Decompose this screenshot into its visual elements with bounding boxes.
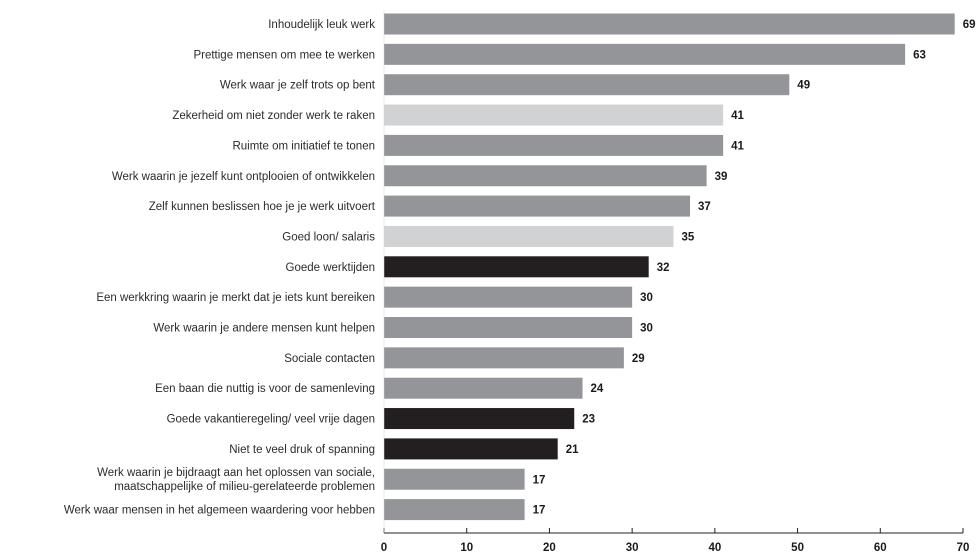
value-label: 17 — [533, 474, 546, 486]
bar — [384, 286, 633, 308]
value-label: 29 — [632, 353, 645, 365]
bar — [384, 408, 575, 430]
category-label-line: Werk waarin je bijdraagt aan het oplosse… — [97, 467, 375, 479]
category-label-line: maatschappelijke of milieu-gerelateerde … — [114, 481, 375, 493]
value-label: 41 — [731, 140, 744, 152]
bar — [384, 43, 906, 65]
category-label: Niet te veel druk of spanning — [229, 444, 375, 456]
bar — [384, 347, 624, 369]
value-label: 30 — [640, 292, 653, 304]
value-label: 49 — [797, 80, 810, 92]
category-label: Werk waar mensen in het algemeen waarder… — [64, 505, 375, 517]
value-label: 21 — [566, 444, 579, 456]
bar — [384, 134, 724, 156]
bar — [384, 468, 525, 490]
x-tick-label: 0 — [381, 542, 387, 554]
bar — [384, 377, 583, 399]
x-tick-label: 10 — [460, 542, 473, 554]
value-label: 23 — [582, 414, 595, 426]
value-label: 30 — [640, 323, 653, 335]
x-tick-label: 60 — [874, 542, 887, 554]
x-tick-label: 20 — [543, 542, 556, 554]
category-label: Zekerheid om niet zonder werk te raken — [172, 110, 375, 122]
bar — [384, 317, 633, 338]
value-label: 35 — [682, 231, 695, 243]
category-label: Ruimte om initiatief te tonen — [232, 140, 375, 152]
bar — [384, 256, 649, 278]
category-label: Werk waarin je bijdraagt aan het oplosse… — [97, 467, 375, 493]
category-label: Inhoudelijk leuk werk — [268, 19, 375, 31]
bar — [384, 438, 558, 460]
bar — [384, 13, 955, 35]
x-tick-label: 30 — [626, 542, 639, 554]
x-axis: 0 10 20 30 40 50 60 70 — [381, 10, 970, 554]
category-label: Een baan die nuttig is voor de samenlevi… — [155, 383, 375, 395]
category-label: Goed loon/ salaris — [282, 231, 375, 243]
category-label: Werk waarin je andere mensen kunt helpen — [153, 323, 375, 335]
x-tick-label: 40 — [708, 542, 721, 554]
category-label: Een werkkring waarin je merkt dat je iet… — [96, 292, 375, 304]
category-label: Prettige mensen om mee te werken — [193, 49, 375, 61]
category-labels: Inhoudelijk leuk werk Prettige mensen om … — [64, 19, 376, 517]
category-label: Sociale contacten — [284, 353, 375, 365]
bar — [384, 165, 707, 187]
x-tick-label: 70 — [957, 542, 970, 554]
category-label: Goede vakantieregeling/ veel vrije dagen — [167, 414, 375, 426]
bar — [384, 225, 674, 247]
bar — [384, 499, 525, 521]
value-label: 63 — [913, 49, 926, 61]
value-label: 41 — [731, 110, 744, 122]
value-label: 24 — [591, 383, 604, 395]
bars-layer — [384, 13, 955, 521]
value-label: 17 — [533, 505, 546, 517]
value-label: 69 — [963, 19, 976, 31]
bar — [384, 74, 790, 96]
x-tick-label: 50 — [791, 542, 804, 554]
category-label: Zelf kunnen beslissen hoe je je werk uit… — [149, 201, 376, 213]
value-label: 39 — [715, 171, 728, 183]
category-label: Goede werktijden — [286, 262, 376, 274]
value-label: 32 — [657, 262, 670, 274]
value-label: 37 — [698, 201, 711, 213]
category-label: Werk waarin je jezelf kunt ontplooien of… — [112, 171, 375, 183]
bar — [384, 195, 691, 217]
category-label: Werk waar je zelf trots op bent — [220, 80, 376, 92]
bar — [384, 104, 724, 126]
value-labels: 69 63 49 41 41 39 37 35 32 30 30 29 24 23 21 17 17 — [533, 19, 976, 517]
